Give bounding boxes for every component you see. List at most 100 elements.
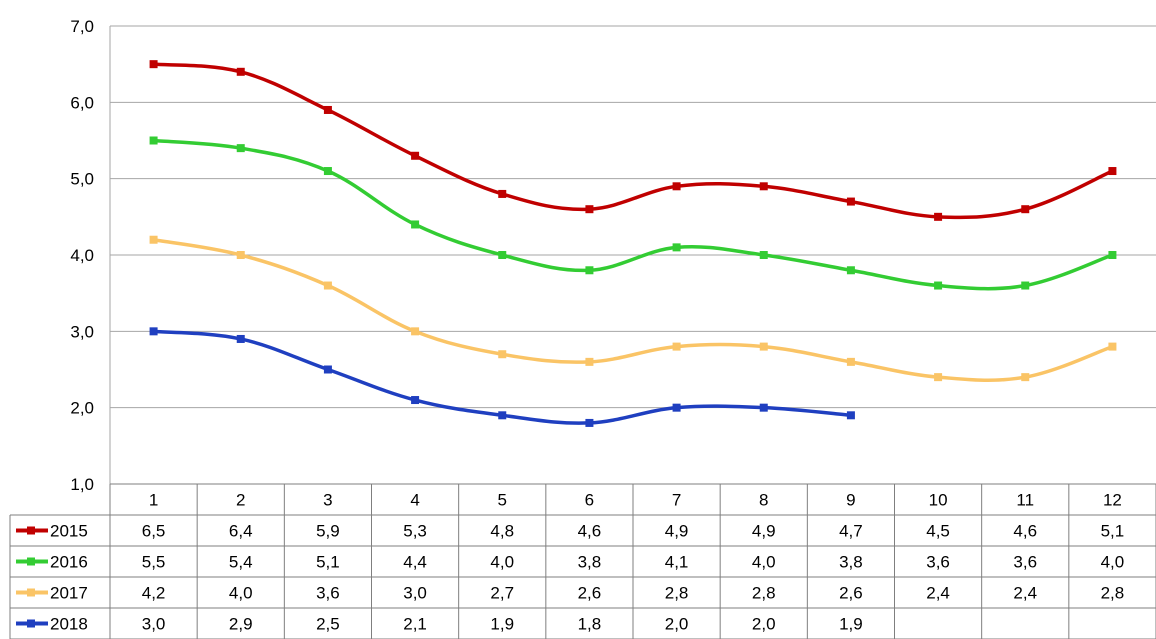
legend-marker-2018 [27,619,35,628]
legend-label-2015: 2015 [50,522,88,541]
data-point-2018 [323,365,332,374]
table-cell: 5,5 [142,553,166,572]
data-point-2017 [759,342,768,351]
legend-label-2018: 2018 [50,615,88,634]
series-line-2016 [153,138,1113,291]
legend-marker-2016 [27,557,35,566]
data-point-2016 [846,266,855,275]
category-label: 2 [236,491,245,510]
category-label: 4 [410,491,419,510]
data-point-2015 [846,197,855,206]
data-point-2017 [323,281,332,290]
table-cell: 4,2 [142,584,166,603]
table-cell: 2,1 [403,615,427,634]
data-point-2015 [934,212,943,221]
data-point-2015 [498,189,507,198]
table-cell: 6,4 [229,522,253,541]
table-cell: 2,8 [752,584,776,603]
category-label: 6 [585,491,594,510]
data-point-2018 [846,411,855,420]
category-label: 7 [672,491,681,510]
y-tick-label: 6,0 [70,93,94,112]
table-cell: 1,9 [839,615,863,634]
data-point-2018 [236,334,245,343]
data-point-2017 [672,342,681,351]
category-label: 3 [323,491,332,510]
table-cell: 3,6 [1013,553,1037,572]
table-cell: 4,7 [839,522,863,541]
category-label: 10 [929,491,948,510]
series-2016 [149,136,1117,291]
data-point-2017 [149,235,158,244]
table-cell: 2,9 [229,615,253,634]
table-cell: 2,4 [926,584,950,603]
table-cell: 4,6 [1013,522,1037,541]
table-cell: 3,8 [839,553,863,572]
category-label: 5 [498,491,507,510]
data-point-2016 [759,251,768,259]
data-point-2015 [672,182,681,191]
data-point-2017 [1108,342,1117,351]
y-tick-label: 1,0 [70,475,94,494]
data-point-2017 [585,357,594,366]
table-cell: 2,0 [752,615,776,634]
series-2015 [149,60,1117,221]
table-cell: 3,8 [578,553,602,572]
legend-label-2016: 2016 [50,553,88,572]
table-cell: 6,5 [142,522,166,541]
data-point-2016 [672,243,681,252]
plot-area [149,60,1117,427]
category-label: 11 [1016,491,1034,510]
y-tick-label: 7,0 [70,17,94,36]
category-label: 9 [846,491,855,510]
table-cell: 4,6 [578,522,602,541]
gridlines [109,25,1156,485]
y-tick-label: 4,0 [70,246,94,265]
table-cell: 4,0 [752,553,776,572]
table-cell: 2,0 [665,615,689,634]
data-point-2016 [149,136,158,145]
legend-label-2017: 2017 [50,584,88,603]
data-point-2017 [411,327,420,336]
series-2017 [149,235,1117,383]
series-line-2015 [153,62,1114,220]
y-tick-label: 2,0 [70,399,94,418]
data-point-2016 [934,281,943,290]
data-point-2018 [149,327,158,336]
table-cell: 4,1 [665,553,689,572]
data-point-2015 [1021,205,1030,214]
data-point-2018 [585,418,594,427]
data-point-2015 [759,182,768,191]
table-cell: 5,1 [1101,522,1125,541]
table-cell: 4,5 [926,522,950,541]
category-label: 8 [759,491,768,510]
data-point-2015 [323,105,332,114]
table-cell: 2,6 [578,584,602,603]
data-point-2016 [498,251,507,259]
table-cell: 4,0 [490,553,514,572]
table-cell: 1,8 [578,615,602,634]
table-cell: 4,4 [403,553,427,572]
data-point-2017 [846,357,855,366]
data-point-2016 [236,144,245,153]
category-label: 12 [1103,491,1122,510]
table-cell: 2,6 [839,584,863,603]
table-cell: 3,0 [142,615,166,634]
data-point-2018 [498,411,507,420]
data-point-2017 [1021,373,1030,382]
data-point-2016 [1108,251,1117,259]
data-point-2016 [411,220,420,229]
table-cell: 4,0 [229,584,253,603]
y-tick-label: 3,0 [70,322,94,341]
data-point-2015 [411,151,420,160]
table-cell: 2,7 [490,584,514,603]
table-cell: 5,3 [403,522,427,541]
data-point-2017 [934,373,943,382]
data-point-2015 [1108,167,1117,176]
y-axis: 1,0 2,0 3,0 4,0 5,0 6,0 7,0 [70,17,94,494]
data-point-2015 [149,60,158,69]
table-cell: 1,9 [490,615,514,634]
table-cell: 3,6 [316,584,340,603]
